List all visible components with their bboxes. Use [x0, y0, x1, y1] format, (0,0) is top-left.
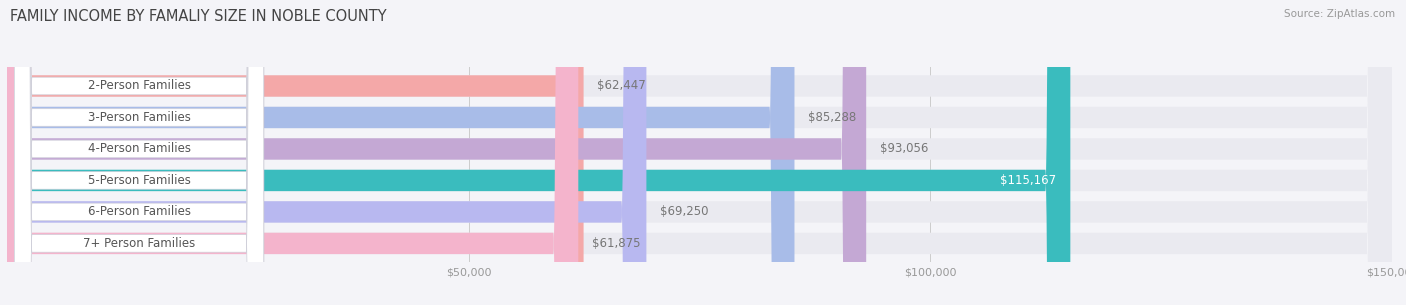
FancyBboxPatch shape — [7, 0, 578, 305]
FancyBboxPatch shape — [7, 0, 1392, 305]
Text: FAMILY INCOME BY FAMALIY SIZE IN NOBLE COUNTY: FAMILY INCOME BY FAMALIY SIZE IN NOBLE C… — [10, 9, 387, 24]
FancyBboxPatch shape — [14, 0, 264, 305]
FancyBboxPatch shape — [7, 0, 1392, 305]
FancyBboxPatch shape — [14, 0, 264, 305]
FancyBboxPatch shape — [7, 0, 583, 305]
Text: $115,167: $115,167 — [1000, 174, 1056, 187]
FancyBboxPatch shape — [14, 0, 264, 305]
Text: $61,875: $61,875 — [592, 237, 641, 250]
Text: 2-Person Families: 2-Person Families — [87, 80, 191, 92]
FancyBboxPatch shape — [7, 0, 1392, 305]
Text: 4-Person Families: 4-Person Families — [87, 142, 191, 156]
Text: 5-Person Families: 5-Person Families — [87, 174, 190, 187]
FancyBboxPatch shape — [7, 0, 1070, 305]
FancyBboxPatch shape — [7, 0, 1392, 305]
FancyBboxPatch shape — [14, 0, 264, 305]
Text: 6-Person Families: 6-Person Families — [87, 206, 191, 218]
FancyBboxPatch shape — [14, 0, 264, 305]
FancyBboxPatch shape — [7, 0, 794, 305]
Text: Source: ZipAtlas.com: Source: ZipAtlas.com — [1284, 9, 1395, 19]
FancyBboxPatch shape — [7, 0, 866, 305]
FancyBboxPatch shape — [14, 0, 264, 305]
Text: 7+ Person Families: 7+ Person Families — [83, 237, 195, 250]
Text: 3-Person Families: 3-Person Families — [87, 111, 190, 124]
Text: $69,250: $69,250 — [661, 206, 709, 218]
Text: $93,056: $93,056 — [880, 142, 928, 156]
Text: $85,288: $85,288 — [808, 111, 856, 124]
FancyBboxPatch shape — [7, 0, 1392, 305]
FancyBboxPatch shape — [7, 0, 1392, 305]
FancyBboxPatch shape — [7, 0, 647, 305]
Text: $62,447: $62,447 — [598, 80, 647, 92]
